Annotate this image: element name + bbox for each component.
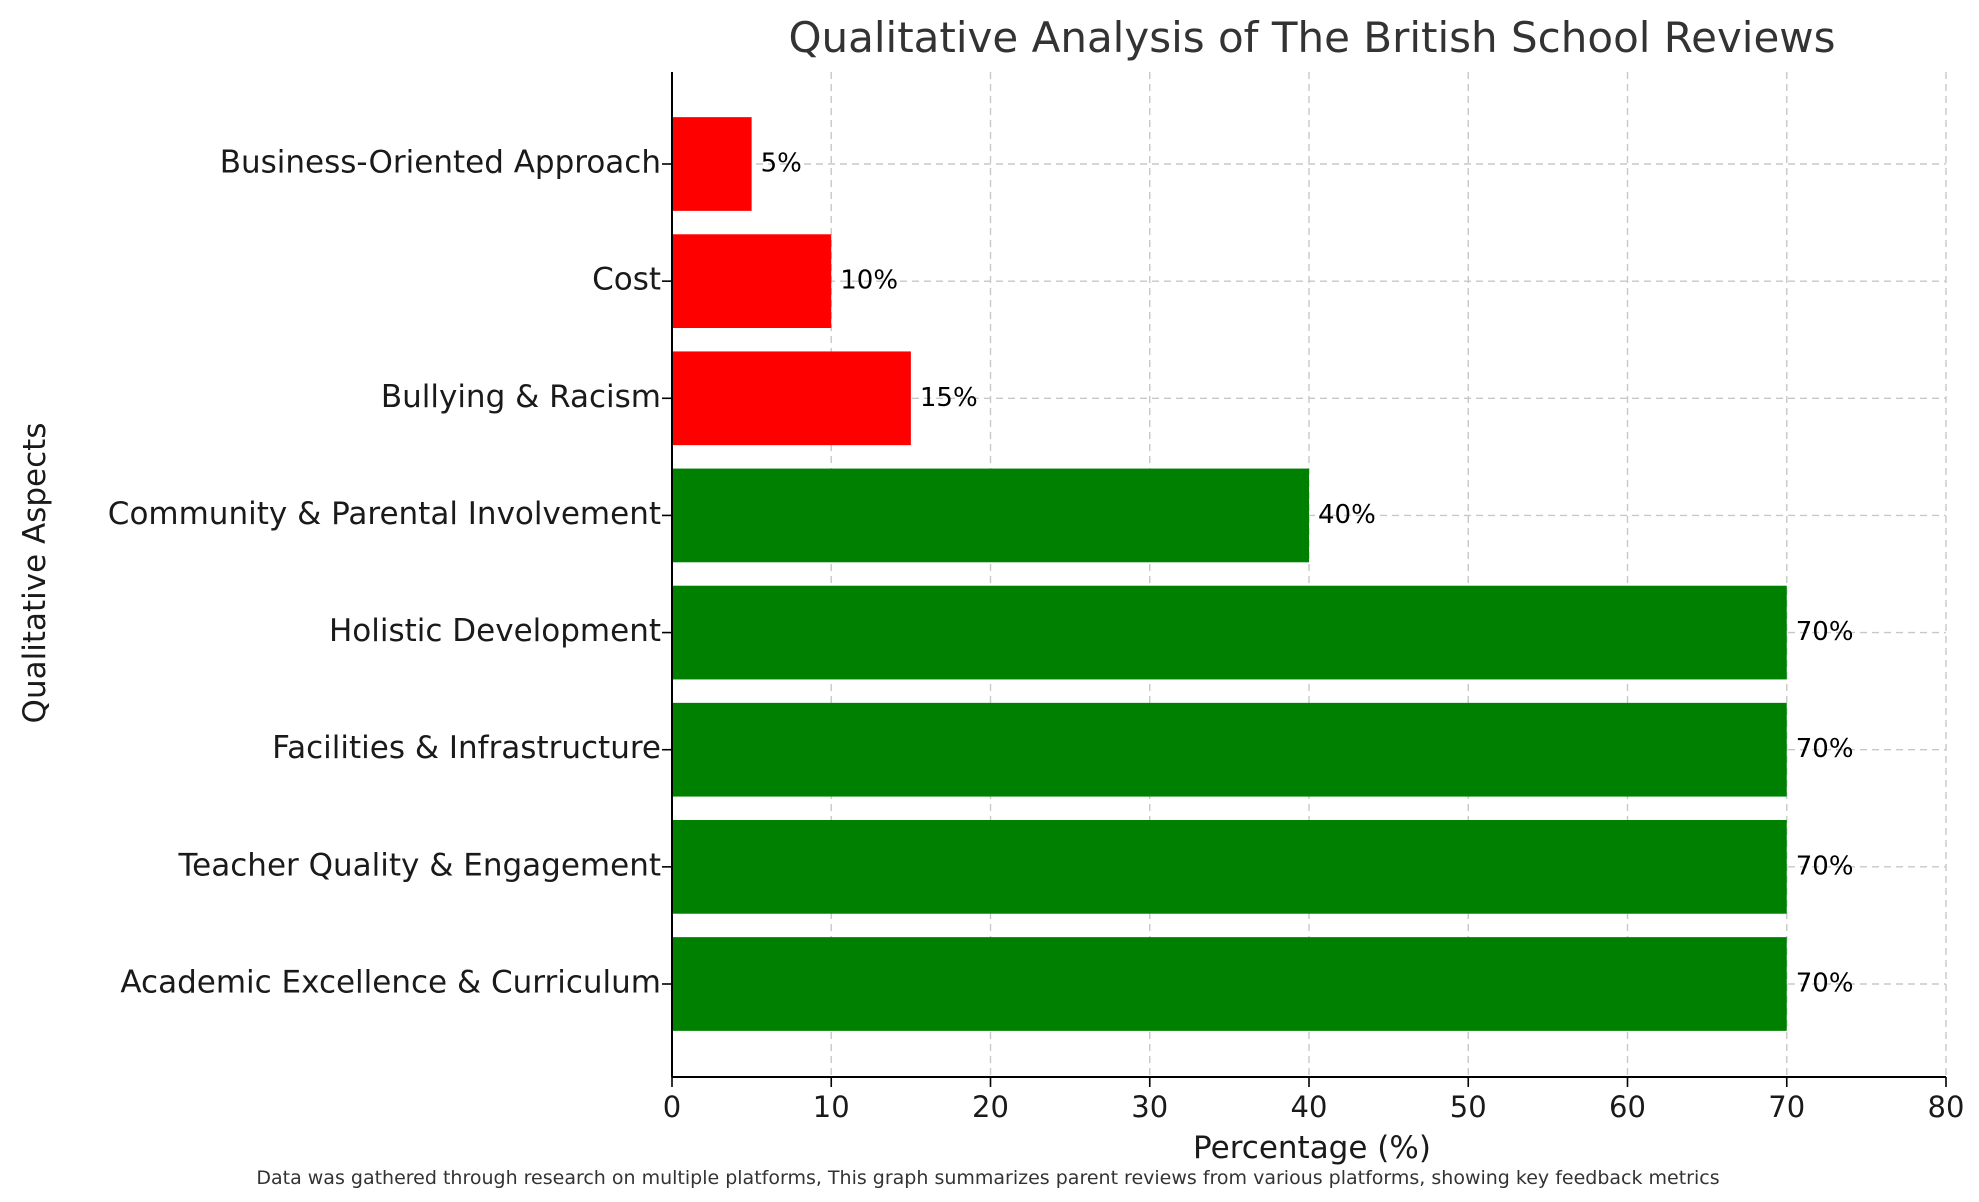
x-tick-label: 20 bbox=[972, 1090, 1009, 1124]
bar bbox=[672, 468, 1309, 563]
bar bbox=[672, 117, 752, 211]
x-tick-label: 30 bbox=[1131, 1090, 1168, 1124]
x-tick-label: 80 bbox=[1928, 1090, 1965, 1124]
x-tick-labels: 0 10 20 30 40 50 60 70 80 bbox=[663, 1077, 1965, 1124]
bar-value-label: 70% bbox=[1796, 851, 1854, 881]
bar bbox=[672, 702, 1787, 797]
y-tick-label: Holistic Development bbox=[329, 613, 661, 649]
x-tick-label: 60 bbox=[1609, 1090, 1646, 1124]
bar-value-label: 5% bbox=[761, 149, 802, 179]
bar-value-label: 10% bbox=[840, 266, 898, 296]
bar bbox=[672, 351, 911, 446]
y-tick-labels: Academic Excellence & Curriculum Teacher … bbox=[108, 145, 672, 1001]
y-tick-label: Academic Excellence & Curriculum bbox=[120, 965, 661, 1001]
data-labels: 70% 70% 70% 70% 40% 15% 10% 5% bbox=[761, 149, 1854, 999]
y-tick-label: Facilities & Infrastructure bbox=[272, 730, 661, 766]
bar bbox=[672, 937, 1787, 1031]
x-tick-label: 0 bbox=[663, 1090, 681, 1124]
bar-value-label: 70% bbox=[1796, 969, 1854, 999]
bar-value-label: 70% bbox=[1796, 617, 1854, 647]
bars bbox=[672, 117, 1787, 1031]
bar bbox=[672, 820, 1787, 914]
bar-value-label: 70% bbox=[1796, 734, 1854, 764]
y-tick-label: Cost bbox=[592, 262, 661, 298]
y-tick-label: Bullying & Racism bbox=[381, 379, 661, 415]
y-tick-label: Teacher Quality & Engagement bbox=[178, 847, 661, 883]
y-axis-label: Qualitative Aspects bbox=[17, 423, 53, 724]
x-axis-label: Percentage (%) bbox=[1193, 1130, 1431, 1166]
chart-title: Qualitative Analysis of The British Scho… bbox=[788, 13, 1835, 62]
x-tick-label: 10 bbox=[813, 1090, 850, 1124]
x-tick-label: 40 bbox=[1291, 1090, 1328, 1124]
bar-value-label: 40% bbox=[1318, 500, 1376, 530]
bar bbox=[672, 585, 1787, 680]
grid bbox=[672, 72, 1947, 1077]
x-tick-label: 50 bbox=[1450, 1090, 1487, 1124]
bar bbox=[672, 234, 832, 328]
y-tick-label: Community & Parental Involvement bbox=[108, 496, 661, 532]
y-tick-label: Business-Oriented Approach bbox=[220, 145, 661, 181]
bar-value-label: 15% bbox=[920, 383, 978, 413]
x-tick-label: 70 bbox=[1768, 1090, 1805, 1124]
chart-caption: Data was gathered through research on mu… bbox=[256, 1167, 1719, 1189]
